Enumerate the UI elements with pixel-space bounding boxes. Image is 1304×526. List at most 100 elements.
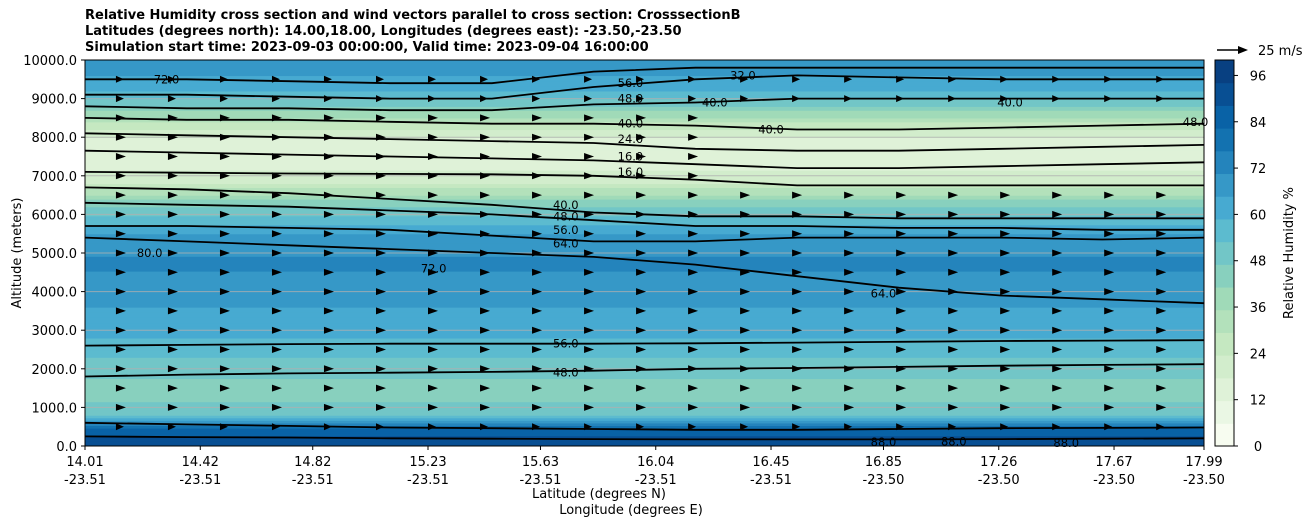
rh-band (85, 191, 1204, 196)
colorbar-segment (1215, 241, 1234, 265)
x-tick-label-lat: 14.82 (294, 455, 331, 470)
wind-vector (1156, 288, 1167, 296)
wind-vector (428, 95, 437, 103)
wind-vector (271, 384, 282, 392)
wind-vector (896, 346, 907, 353)
wind-vector (323, 75, 332, 83)
contour-label: 64.0 (871, 287, 897, 301)
wind-vector (428, 403, 439, 411)
wind-vector (271, 288, 282, 296)
wind-vector (584, 210, 595, 218)
contour-line-40-0 (85, 117, 1204, 131)
wind-vector (480, 268, 491, 276)
wind-vector (532, 191, 543, 199)
wind-vector (428, 384, 439, 392)
wind-vector (584, 365, 595, 373)
wind-vector (948, 75, 957, 83)
wind-vector (219, 326, 230, 334)
wind-vector (480, 365, 491, 373)
wind-vector (636, 153, 647, 160)
rh-band (85, 281, 1204, 288)
wind-vector (1052, 307, 1063, 315)
x-tick-label-lon: -23.51 (64, 473, 106, 488)
x-tick-label-lat: 14.42 (182, 455, 219, 470)
wind-vector (740, 384, 751, 392)
wind-vector (323, 268, 334, 276)
contour-label: 48.0 (618, 92, 644, 106)
wind-vector (740, 326, 751, 334)
x-tick-label-lat: 16.85 (865, 455, 902, 470)
wind-vector (428, 346, 439, 353)
wind-vector (1156, 95, 1165, 103)
y-tick-label: 5000.0 (32, 247, 78, 262)
wind-vector (1104, 403, 1115, 411)
colorbar-tick-label: 36 (1250, 301, 1267, 316)
wind-vector (636, 133, 647, 141)
wind-vector (167, 95, 176, 103)
wind-vector (219, 288, 230, 296)
wind-vector (480, 307, 491, 315)
wind-vector (271, 191, 282, 199)
wind-vector (1000, 346, 1011, 353)
wind-vector (948, 403, 959, 411)
contour-label: 72.0 (154, 72, 180, 86)
contour-label: 40.0 (758, 122, 784, 136)
wind-vector (428, 307, 439, 315)
wind-vector (271, 403, 282, 411)
wind-vector (323, 114, 334, 122)
wind-vector (1052, 230, 1063, 238)
contour-labels: 56.048.064.064.056.048.040.016.016.024.0… (137, 68, 1209, 449)
wind-vector (480, 191, 491, 199)
wind-vector (584, 346, 595, 353)
rh-band (85, 229, 1204, 235)
y-axis-label: Altitude (meters) (10, 198, 25, 309)
wind-vector (948, 230, 959, 238)
wind-vector (688, 307, 699, 315)
wind-vector (792, 191, 803, 199)
wind-vector (792, 365, 803, 373)
wind-vector (167, 346, 178, 353)
wind-vector (167, 153, 178, 160)
rh-band (85, 170, 1204, 176)
wind-vector (740, 230, 751, 238)
wind-vector (271, 249, 282, 257)
wind-vector (896, 326, 907, 334)
rh-band (85, 265, 1204, 272)
contour-label: 56.0 (618, 76, 644, 90)
wind-vector (323, 307, 334, 315)
wind-vector (584, 326, 595, 334)
rh-band (85, 85, 1204, 92)
wind-vector (792, 326, 803, 334)
wind-vector (480, 288, 491, 296)
rh-band (85, 440, 1204, 445)
wind-vector (584, 288, 595, 296)
wind-vector (584, 153, 595, 160)
colorbar-segment (1215, 423, 1234, 447)
wind-vector (636, 230, 647, 238)
rh-band (85, 125, 1204, 131)
wind-vector (532, 75, 541, 83)
wind-vector (688, 288, 699, 296)
wind-vector (219, 403, 230, 411)
contour-label: 16.0 (618, 165, 644, 179)
wind-vector (532, 365, 543, 373)
colorbar-tick-label: 0 (1254, 440, 1262, 455)
wind-vector (948, 210, 959, 218)
wind-vector (896, 403, 907, 411)
rh-band (85, 98, 1204, 104)
wind-vector (584, 384, 595, 392)
x-tick-label-lat: 17.99 (1185, 455, 1222, 470)
rh-band (85, 326, 1204, 331)
wind-vector (167, 172, 178, 180)
rh-band (85, 378, 1204, 383)
contour-line-88-0 (85, 435, 1204, 441)
x-tick-label-lon: -23.50 (978, 473, 1020, 488)
contour-label: 40.0 (702, 95, 728, 109)
wind-vector (115, 210, 126, 218)
wind-vector (375, 249, 386, 257)
rh-band (85, 260, 1204, 267)
wind-vector (844, 346, 855, 353)
wind-vector (1000, 75, 1009, 83)
wind-vector (1052, 210, 1063, 218)
